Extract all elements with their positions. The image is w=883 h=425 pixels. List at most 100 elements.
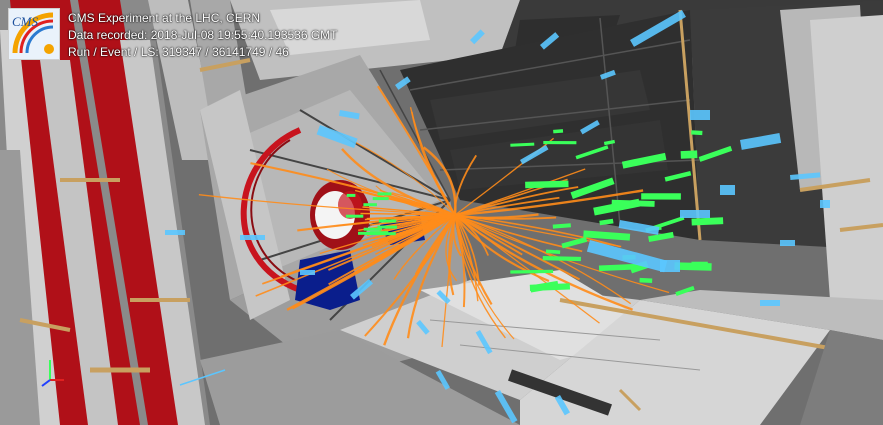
hcal-deposit xyxy=(240,235,265,240)
hcal-deposit xyxy=(720,185,735,195)
ecal-deposit xyxy=(641,193,681,200)
ecal-deposit xyxy=(358,231,367,235)
hcal-deposit xyxy=(316,124,358,149)
particle-track xyxy=(454,168,586,216)
ecal-deposit xyxy=(698,145,733,162)
particle-track xyxy=(371,214,456,248)
ecal-deposit xyxy=(377,192,392,196)
ecal-deposit xyxy=(598,263,637,272)
hcal-deposit xyxy=(470,29,485,45)
ecal-deposit xyxy=(510,269,554,274)
particle-track xyxy=(454,214,479,302)
red-endcap-arc-inner xyxy=(250,139,296,281)
ecal-deposit xyxy=(674,262,712,271)
ecal-deposit xyxy=(561,236,588,249)
hcal-deposit xyxy=(630,10,686,47)
ecal-deposit xyxy=(680,150,698,159)
hcal-deposit xyxy=(790,172,821,180)
particle-track xyxy=(383,214,456,346)
run-event-ls: Run / Event / LS: 319347 / 36141749 / 46 xyxy=(68,45,289,59)
experiment-title: CMS Experiment at the LHC, CERN xyxy=(68,11,261,25)
tracks-layer xyxy=(198,85,670,348)
hcal-deposit xyxy=(600,69,616,80)
particle-track xyxy=(364,214,456,221)
hcal-deposit xyxy=(416,320,430,335)
ecal-deposit xyxy=(345,214,364,218)
particle-track xyxy=(454,214,506,339)
recorded-timestamp: Data recorded: 2018-Jul-08 19:55:40.1935… xyxy=(68,28,338,42)
particle-track xyxy=(198,194,456,216)
dark-muon-chambers xyxy=(400,0,883,320)
hcal-deposit xyxy=(690,110,710,120)
ecal-deposit xyxy=(603,139,616,146)
ecal-deposit xyxy=(648,231,674,243)
hcal-deposits-layer xyxy=(165,10,830,424)
ecal-deposit xyxy=(510,142,535,147)
particle-track xyxy=(454,214,550,282)
particle-track xyxy=(360,212,456,216)
particle-track xyxy=(454,189,644,217)
hcal-deposit xyxy=(579,120,600,135)
ecal-deposit xyxy=(370,231,389,235)
event-info-overlay: CMS CMS Experiment at the LHC, CERN Data… xyxy=(8,8,338,64)
hcal-deposit xyxy=(338,110,360,120)
ecal-deposit xyxy=(599,218,614,226)
ecal-deposit xyxy=(575,145,609,160)
ecal-deposit xyxy=(691,130,703,136)
ecal-deposit xyxy=(529,280,559,293)
hcal-deposit xyxy=(820,200,830,208)
ecal-deposit xyxy=(570,177,615,199)
particle-track xyxy=(454,214,634,311)
particle-track xyxy=(454,214,632,305)
hcal-deposit xyxy=(300,270,315,275)
particle-track xyxy=(454,214,523,256)
hcal-deposit xyxy=(494,390,518,424)
particle-track xyxy=(410,111,456,216)
particle-track xyxy=(454,214,670,294)
ecal-deposit xyxy=(363,227,382,231)
hcal-deposit xyxy=(165,230,185,235)
hcal-deposit xyxy=(680,210,710,218)
hcal-deposit xyxy=(395,76,411,90)
particle-track xyxy=(452,214,462,257)
left-detector-wall xyxy=(0,0,251,425)
ecal-deposit xyxy=(525,180,569,189)
beam-direction-line xyxy=(179,369,226,386)
particle-track xyxy=(375,214,456,255)
axis-gizmo xyxy=(41,360,64,387)
particle-track xyxy=(422,146,457,216)
hcal-deposit xyxy=(554,395,570,416)
red-endcap-arc xyxy=(240,127,302,293)
particle-track xyxy=(362,206,456,216)
ecal-deposits-layer xyxy=(345,129,733,296)
svg-text:CMS: CMS xyxy=(12,14,39,29)
ecal-deposit xyxy=(611,199,655,207)
ecal-deposit xyxy=(664,170,692,182)
hcal-deposit xyxy=(349,278,374,300)
ecal-deposit xyxy=(543,141,577,145)
ecal-deposit xyxy=(552,223,571,229)
ecal-deposit xyxy=(553,129,564,134)
ecal-deposit xyxy=(691,217,724,226)
hcal-deposit xyxy=(739,133,782,150)
hcal-deposit xyxy=(436,289,451,305)
particle-track xyxy=(291,213,456,310)
ecal-deposit xyxy=(545,249,561,255)
hcal-deposit xyxy=(760,300,780,306)
particle-track xyxy=(454,196,560,216)
ecal-deposit xyxy=(583,230,631,241)
particle-track xyxy=(454,214,466,308)
cms-logo: CMS xyxy=(8,8,60,60)
ecal-deposit xyxy=(346,193,356,197)
ecal-deposit xyxy=(542,256,581,262)
ecal-deposit xyxy=(621,152,667,169)
hcal-deposit xyxy=(520,145,549,165)
ecal-deposit xyxy=(363,203,377,207)
hcal-deposit xyxy=(660,260,680,272)
ecal-deposit xyxy=(675,285,695,296)
hcal-deposit xyxy=(586,239,668,273)
particle-track xyxy=(454,214,515,340)
particle-track xyxy=(454,214,557,220)
